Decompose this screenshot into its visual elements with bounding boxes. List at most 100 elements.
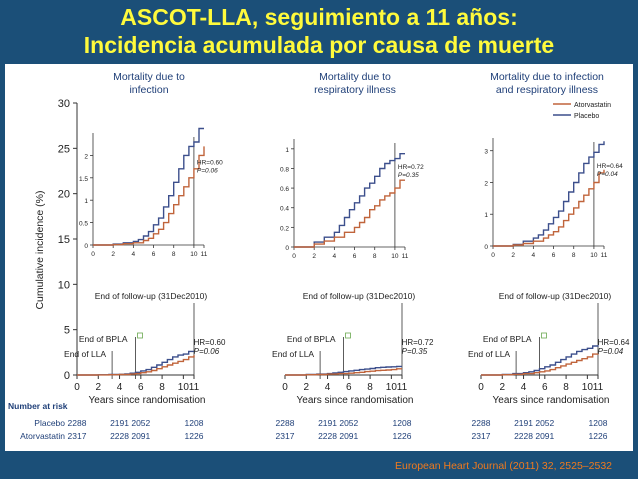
atorvastatin-at-risk-value: 2091 — [535, 431, 554, 441]
inset-x-tick-label: 4 — [532, 252, 536, 259]
inset-x-tick-label: 0 — [91, 251, 95, 258]
main-p-label: P=0.35 — [402, 347, 428, 356]
end-lla-label: End of LLA — [272, 349, 314, 359]
main-x-tick-label: 0 — [478, 382, 484, 393]
main-x-tick-label: 2 — [95, 382, 101, 393]
placebo-at-risk-value: 1208 — [589, 418, 608, 428]
inset-atorvastatin-curve — [294, 179, 405, 248]
slide-title-line2: Incidencia acumulada por causa de muerte — [83, 32, 555, 58]
inset-hr-label: HR=0.72 — [398, 164, 424, 171]
bpla-marker-icon — [541, 332, 547, 339]
panel-title-line2: respiratory illness — [314, 84, 396, 96]
inset-x-tick-label: 4 — [333, 253, 337, 260]
placebo-at-risk-value: 2288 — [276, 418, 295, 428]
panel-title-line1: Mortality due to — [113, 71, 185, 83]
inset-y-tick-label: 0.5 — [79, 221, 88, 228]
inset-hr-label: HR=0.64 — [597, 163, 623, 170]
bpla-marker-icon — [345, 332, 351, 339]
inset-placebo-curve — [493, 141, 605, 247]
legend-label-placebo: Placebo — [574, 113, 599, 120]
main-x-tick-label: 10 — [386, 382, 398, 393]
x-axis-label: Years since randomisation — [493, 395, 610, 406]
placebo-row-label: Placebo — [34, 418, 65, 428]
main-x-tick-label: 4 — [521, 382, 527, 393]
inset-y-tick-label: 2 — [484, 180, 488, 187]
main-x-tick-label: 6 — [542, 382, 548, 393]
main-y-tick-label: 30 — [58, 98, 70, 110]
end-lla-label: End of LLA — [468, 349, 510, 359]
main-x-tick-label: 11 — [397, 382, 408, 393]
placebo-at-risk-value: 2052 — [131, 418, 150, 428]
inset-p-label: P=0.04 — [597, 171, 618, 178]
inset-x-tick-label: 6 — [152, 251, 156, 258]
inset-x-tick-label: 2 — [312, 253, 316, 260]
inset-p-label: P=0.06 — [197, 167, 218, 174]
main-y-tick-label: 0 — [64, 370, 70, 382]
main-y-tick-label: 25 — [58, 143, 70, 155]
inset-x-tick-label: 0 — [491, 252, 495, 259]
atorvastatin-at-risk-value: 2228 — [514, 431, 533, 441]
placebo-at-risk-value: 2288 — [68, 418, 87, 428]
main-atorvastatin-curve — [285, 368, 402, 376]
inset-x-tick-label: 2 — [111, 251, 115, 258]
atorvastatin-at-risk-value: 1226 — [185, 431, 204, 441]
inset-x-tick-label: 8 — [172, 251, 176, 258]
end-bpla-label: End of BPLA — [79, 334, 128, 344]
inset-y-tick-label: 1 — [484, 212, 488, 219]
inset-y-tick-label: 0 — [484, 244, 488, 251]
inset-x-tick-label: 10 — [391, 253, 399, 260]
main-x-tick-label: 0 — [74, 382, 80, 393]
inset-x-tick-label: 11 — [402, 253, 409, 260]
inset-x-tick-label: 8 — [373, 253, 377, 260]
atorvastatin-at-risk-value: 1226 — [393, 431, 412, 441]
inset-y-tick-label: 1.5 — [79, 176, 88, 183]
main-y-tick-label: 10 — [58, 279, 70, 291]
main-x-tick-label: 2 — [303, 382, 309, 393]
main-p-label: P=0.04 — [598, 347, 624, 356]
atorvastatin-at-risk-value: 2317 — [68, 431, 87, 441]
atorvastatin-at-risk-value: 2228 — [110, 431, 129, 441]
inset-y-tick-label: 1 — [285, 147, 289, 154]
atorvastatin-at-risk-value: 2317 — [276, 431, 295, 441]
inset-y-tick-label: 3 — [484, 149, 488, 156]
main-y-tick-label: 5 — [64, 325, 70, 337]
end-lla-label: End of LLA — [64, 349, 106, 359]
slide-title-line1: ASCOT-LLA, seguimiento a 11 años: — [120, 4, 518, 30]
inset-y-tick-label: 0.6 — [280, 186, 289, 193]
inset-x-tick-label: 0 — [292, 253, 296, 260]
main-y-tick-label: 15 — [58, 234, 70, 246]
x-axis-label: Years since randomisation — [297, 395, 414, 406]
main-x-tick-label: 11 — [593, 382, 604, 393]
x-axis-label: Years since randomisation — [89, 395, 206, 406]
placebo-at-risk-value: 1208 — [393, 418, 412, 428]
panel-title-line1: Mortality due to — [319, 71, 391, 83]
atorvastatin-at-risk-value: 2091 — [131, 431, 150, 441]
main-p-label: P=0.06 — [194, 347, 220, 356]
end-bpla-label: End of BPLA — [483, 334, 532, 344]
end-followup-label: End of follow-up (31Dec2010) — [499, 291, 612, 301]
inset-x-tick-label: 11 — [201, 251, 208, 258]
inset-y-tick-label: 2 — [84, 153, 88, 160]
placebo-at-risk-value: 2191 — [110, 418, 129, 428]
inset-y-tick-label: 1 — [84, 198, 88, 205]
main-atorvastatin-curve — [481, 353, 599, 376]
placebo-at-risk-value: 2191 — [514, 418, 533, 428]
inset-x-tick-label: 2 — [511, 252, 515, 259]
atorvastatin-at-risk-value: 2317 — [472, 431, 491, 441]
main-x-tick-label: 10 — [178, 382, 190, 393]
inset-y-tick-label: 0.4 — [280, 206, 289, 213]
main-x-tick-label: 8 — [563, 382, 569, 393]
placebo-at-risk-value: 2052 — [535, 418, 554, 428]
main-x-tick-label: 4 — [325, 382, 331, 393]
atorvastatin-at-risk-value: 2091 — [339, 431, 358, 441]
panel-title-line1: Mortality due to infection — [490, 71, 604, 83]
atorvastatin-at-risk-value: 2228 — [318, 431, 337, 441]
inset-x-tick-label: 10 — [590, 252, 598, 259]
end-bpla-label: End of BPLA — [287, 334, 336, 344]
legend-label-atorvastatin: Atorvastatin — [574, 102, 611, 109]
inset-x-tick-label: 8 — [572, 252, 576, 259]
citation: European Heart Journal (2011) 32, 2525–2… — [395, 460, 612, 472]
number-at-risk-label: Number at risk — [8, 401, 68, 411]
main-x-tick-label: 11 — [189, 382, 200, 393]
